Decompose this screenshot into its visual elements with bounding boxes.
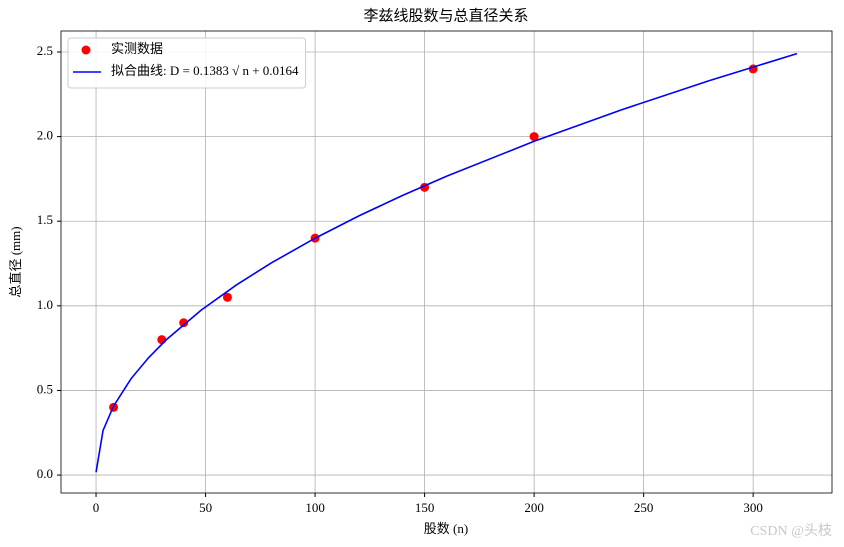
legend-marker xyxy=(81,45,91,55)
y-tick-label: 2.0 xyxy=(37,128,53,143)
x-tick-label: 300 xyxy=(743,500,763,515)
y-tick-label: 0.5 xyxy=(37,381,53,396)
plot-frame xyxy=(60,30,833,494)
y-axis-label: 总直径 (mm) xyxy=(8,226,23,297)
watermark: CSDN @头枝 xyxy=(750,523,832,539)
x-tick-label: 200 xyxy=(524,500,544,515)
y-tick-label: 2.5 xyxy=(37,43,53,58)
x-axis-label: 股数 (n) xyxy=(424,521,468,536)
y-tick-label: 1.5 xyxy=(37,212,53,227)
data-point xyxy=(179,318,189,328)
x-tick-label: 0 xyxy=(93,500,100,515)
data-point xyxy=(157,335,167,345)
x-tick-label: 50 xyxy=(199,500,212,515)
legend-box xyxy=(67,37,307,89)
x-tick-label: 100 xyxy=(305,500,325,515)
chart-title: 李兹线股数与总直径关系 xyxy=(363,7,528,24)
x-tick-label: 250 xyxy=(634,500,654,515)
y-tick-label: 0.0 xyxy=(37,466,53,481)
fit-line xyxy=(95,52,798,473)
y-tick-label: 1.0 xyxy=(37,297,53,312)
legend-label: 拟合曲线: D = 0.1383 √ n + 0.0164 xyxy=(111,63,299,78)
data-point xyxy=(529,132,539,142)
data-point xyxy=(222,292,232,302)
legend-label: 实测数据 xyxy=(111,41,163,56)
x-tick-label: 150 xyxy=(415,500,435,515)
